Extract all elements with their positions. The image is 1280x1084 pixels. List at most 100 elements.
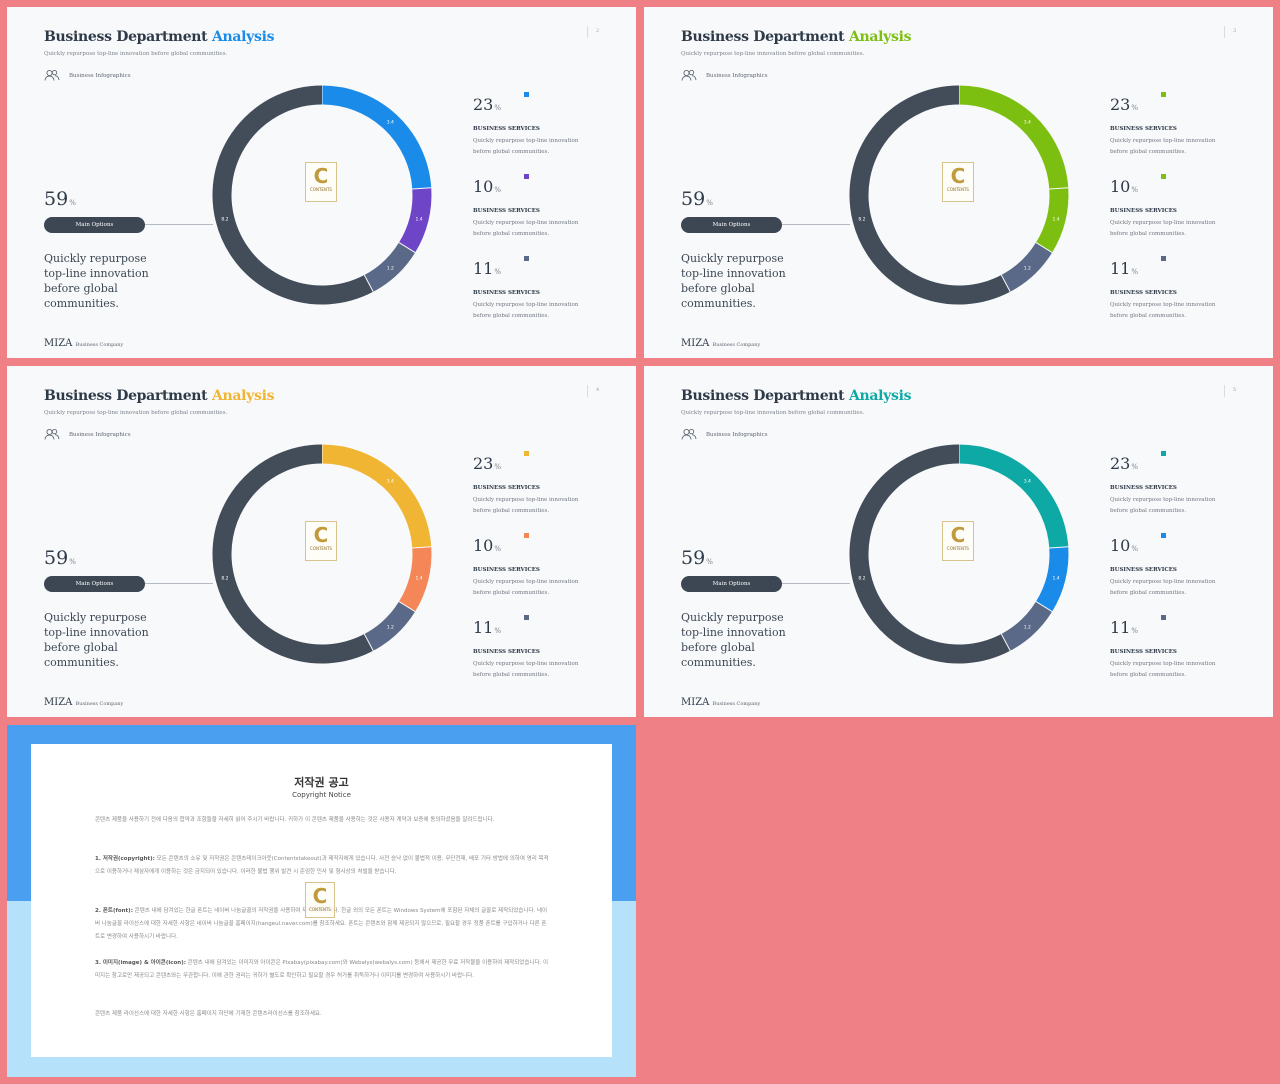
slide-title: Business Department Analysis bbox=[44, 29, 275, 45]
donut-segment bbox=[212, 444, 374, 664]
notice-section-image: 3. 이미지(image) & 아이콘(icon): 콘텐츠 내에 담겨있는 이… bbox=[95, 960, 549, 979]
page-number: 5 bbox=[1233, 387, 1237, 393]
contents-logo: C CONTENTS bbox=[305, 882, 335, 918]
stat-description: Quickly repurpose top-line innovation be… bbox=[473, 220, 579, 237]
donut-segment bbox=[1001, 242, 1053, 292]
donut-segment bbox=[849, 85, 1011, 305]
slide-title: Business Department Analysis bbox=[681, 29, 912, 45]
donut-segment bbox=[1035, 546, 1069, 612]
stat-number: 11% bbox=[1110, 618, 1139, 637]
segment-label: 1.2 bbox=[387, 266, 394, 272]
segment-label: 1.2 bbox=[387, 625, 394, 631]
page-divider bbox=[1224, 385, 1225, 397]
people-icon bbox=[681, 69, 697, 81]
donut-chart: 3.4 1.4 1.2 8.2 bbox=[849, 444, 1069, 664]
segment-label: 3.4 bbox=[387, 119, 394, 125]
page-divider bbox=[1224, 26, 1225, 38]
stat-description: Quickly repurpose top-line innovation be… bbox=[473, 661, 579, 678]
donut-segment bbox=[398, 546, 432, 612]
notice-title: 저작권 공고 bbox=[294, 776, 349, 789]
segment-separator bbox=[398, 601, 416, 612]
infographic-slide[interactable]: Business Department Analysis Quickly rep… bbox=[644, 7, 1273, 358]
title-accent: Analysis bbox=[211, 388, 275, 404]
stat-description: Quickly repurpose top-line innovation be… bbox=[473, 579, 579, 596]
slide-subtitle: Quickly repurpose top-line innovation be… bbox=[681, 51, 865, 57]
segment-separator bbox=[412, 546, 432, 549]
stat-heading: BUSINESS SERVICES bbox=[473, 126, 540, 132]
stat-description: Quickly repurpose top-line innovation be… bbox=[473, 497, 579, 514]
segment-separator bbox=[363, 274, 374, 293]
connector-line bbox=[782, 224, 850, 225]
stat-description: Quickly repurpose top-line innovation be… bbox=[473, 302, 579, 319]
stat-color-dot bbox=[524, 92, 529, 97]
page-number: 2 bbox=[596, 28, 600, 34]
contents-logo: C CONTENTS bbox=[942, 521, 974, 561]
donut-chart: 3.4 1.4 1.2 8.2 bbox=[212, 85, 432, 305]
slide-title: Business Department Analysis bbox=[681, 388, 912, 404]
segment-label: 1.4 bbox=[415, 217, 422, 223]
notice-section-copyright: 1. 저작권(copyright): 모든 콘텐츠의 소유 및 저작권은 콘텐츠… bbox=[95, 856, 549, 875]
segment-separator bbox=[1035, 601, 1053, 612]
donut-chart: 3.4 1.4 1.2 8.2 bbox=[849, 85, 1069, 305]
notice-card: 저작권 공고 Copyright Notice 콘텐츠 제품을 사용하기 전에 … bbox=[31, 744, 612, 1057]
donut-segment bbox=[1035, 187, 1069, 253]
stat-description: Quickly repurpose top-line innovation be… bbox=[1110, 302, 1216, 319]
donut-segment bbox=[958, 85, 1069, 190]
stat-heading: BUSINESS SERVICES bbox=[473, 567, 540, 573]
infographics-label: Business Infographics bbox=[706, 432, 768, 438]
infographic-slide[interactable]: Business Department Analysis Quickly rep… bbox=[644, 366, 1273, 717]
copyright-notice-slide[interactable]: 저작권 공고 Copyright Notice 콘텐츠 제품을 사용하기 전에 … bbox=[7, 725, 636, 1077]
infographics-label: Business Infographics bbox=[69, 432, 131, 438]
segment-label: 1.4 bbox=[1052, 576, 1059, 582]
donut-segment bbox=[321, 85, 432, 190]
segment-separator bbox=[412, 187, 432, 190]
stat-color-dot bbox=[1161, 256, 1166, 261]
connector-line bbox=[145, 583, 213, 584]
infographic-slide[interactable]: Business Department Analysis Quickly rep… bbox=[7, 7, 636, 358]
stat-number: 23% bbox=[1110, 95, 1139, 114]
main-options-pill[interactable]: Main Options bbox=[681, 576, 782, 592]
contents-logo: C CONTENTS bbox=[942, 162, 974, 202]
donut-segment bbox=[1001, 601, 1053, 651]
donut-chart: 3.4 1.4 1.2 8.2 bbox=[212, 444, 432, 664]
stat-heading: BUSINESS SERVICES bbox=[1110, 485, 1177, 491]
connector-line bbox=[145, 224, 213, 225]
main-percentage: 59% bbox=[44, 188, 76, 210]
segment-separator bbox=[1000, 274, 1011, 293]
page-divider bbox=[587, 26, 588, 38]
stat-number: 11% bbox=[1110, 259, 1139, 278]
segment-separator bbox=[363, 633, 374, 652]
stat-heading: BUSINESS SERVICES bbox=[1110, 290, 1177, 296]
slide-subtitle: Quickly repurpose top-line innovation be… bbox=[44, 410, 228, 416]
stat-number: 23% bbox=[473, 95, 502, 114]
stat-heading: BUSINESS SERVICES bbox=[1110, 567, 1177, 573]
main-options-pill[interactable]: Main Options bbox=[44, 576, 145, 592]
segment-label: 1.2 bbox=[1024, 625, 1031, 631]
title-accent: Analysis bbox=[848, 29, 912, 45]
segment-label: 3.4 bbox=[1024, 119, 1031, 125]
donut-segment bbox=[364, 601, 416, 651]
main-percentage: 59% bbox=[44, 547, 76, 569]
contents-logo: C CONTENTS bbox=[305, 162, 337, 202]
stat-number: 10% bbox=[473, 536, 502, 555]
main-options-pill[interactable]: Main Options bbox=[44, 217, 145, 233]
connector-line bbox=[782, 583, 850, 584]
stat-number: 23% bbox=[1110, 454, 1139, 473]
slide-subtitle: Quickly repurpose top-line innovation be… bbox=[681, 410, 865, 416]
slide-subtitle: Quickly repurpose top-line innovation be… bbox=[44, 51, 228, 57]
donut-segment bbox=[849, 444, 1011, 664]
notice-subtitle: Copyright Notice bbox=[292, 791, 351, 799]
segment-label: 1.2 bbox=[1024, 266, 1031, 272]
segment-label: 8.2 bbox=[858, 576, 865, 582]
stat-description: Quickly repurpose top-line innovation be… bbox=[1110, 138, 1216, 155]
main-options-pill[interactable]: Main Options bbox=[681, 217, 782, 233]
stat-color-dot bbox=[1161, 533, 1166, 538]
stat-number: 11% bbox=[473, 618, 502, 637]
stat-description: Quickly repurpose top-line innovation be… bbox=[1110, 220, 1216, 237]
stat-color-dot bbox=[1161, 92, 1166, 97]
brand-footer: MIZA Business Company bbox=[681, 338, 761, 349]
stat-heading: BUSINESS SERVICES bbox=[473, 649, 540, 655]
infographic-slide[interactable]: Business Department Analysis Quickly rep… bbox=[7, 366, 636, 717]
segment-separator bbox=[1049, 187, 1069, 190]
slide-description: Quickly repurpose top-line innovation be… bbox=[681, 252, 786, 310]
